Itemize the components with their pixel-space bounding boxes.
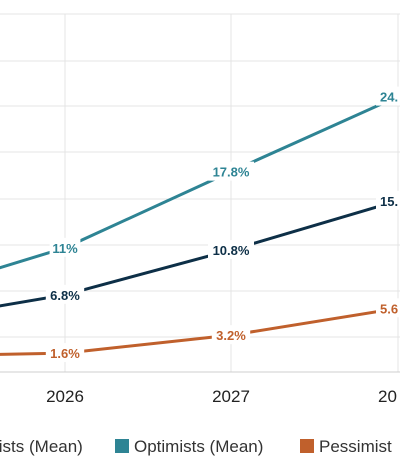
data-label: 1.6% (50, 346, 80, 361)
data-label: 11% (52, 241, 78, 256)
data-label: 10.8% (213, 243, 250, 258)
data-label-background (376, 86, 400, 106)
data-label-background (211, 325, 251, 345)
x-tick-label: 2026 (46, 387, 84, 406)
data-label-background (45, 284, 85, 304)
data-label: 3.2% (216, 328, 246, 343)
series-line-optimists-mean (0, 95, 400, 270)
data-label-background (49, 237, 81, 257)
data-label-background (208, 240, 254, 260)
data-label: 6.8% (50, 288, 80, 303)
x-tick-label: 20 (378, 387, 397, 406)
data-label: 15. (380, 194, 398, 209)
data-label-background (45, 343, 85, 363)
legend-item-label: lists (Mean) (0, 437, 83, 456)
data-label: 5.6 (380, 301, 398, 316)
data-label-background (208, 161, 254, 181)
data-label: 17.8% (213, 165, 250, 180)
data-label: 24. (380, 90, 398, 105)
data-label-background (376, 190, 400, 210)
legend-item-label: Optimists (Mean) (134, 437, 263, 456)
series-line-realists-mean (0, 199, 400, 308)
x-tick-label: 2027 (212, 387, 250, 406)
legend-swatch (300, 439, 314, 453)
legend-item-label: Pessimist (319, 437, 392, 456)
series-line-pessimists-mean (0, 306, 400, 356)
data-label-background (376, 298, 400, 318)
legend-swatch (115, 439, 129, 453)
